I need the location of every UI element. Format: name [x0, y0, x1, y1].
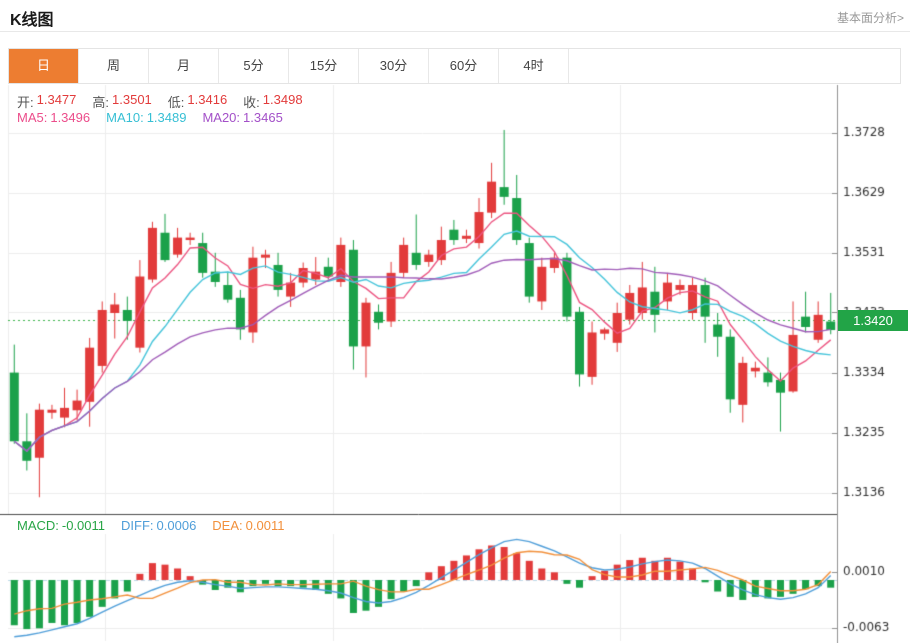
close-value: 1.3498: [262, 92, 303, 107]
diff-label: DIFF:: [121, 518, 154, 533]
macd-readout: MACD: -0.0011 DIFF: 0.0006 DEA: 0.0011: [17, 518, 284, 533]
tab-4时[interactable]: 4时: [499, 49, 569, 83]
ma10-readout: MA10: 1.3489: [106, 110, 186, 125]
dea-value-readout: DEA: 0.0011: [212, 518, 284, 533]
ma5-value: 1.3496: [50, 110, 91, 125]
tab-日[interactable]: 日: [9, 49, 79, 83]
open-label: 开:: [17, 95, 34, 110]
fundamental-analysis-link[interactable]: 基本面分析>: [836, 11, 904, 25]
high-value: 1.3501: [112, 92, 152, 107]
open-value: 1.3477: [36, 92, 77, 107]
ma10-label: MA10:: [106, 110, 144, 125]
tab-周[interactable]: 周: [79, 49, 149, 83]
tab-15分[interactable]: 15分: [289, 49, 359, 83]
page-title: K线图: [10, 12, 54, 29]
timeframe-tabbar: 日周月 5分 15分 30分 60分 4时: [8, 48, 901, 84]
diff-value: 0.0006: [156, 518, 197, 533]
diff-value-readout: DIFF: 0.0006: [121, 518, 196, 533]
ma20-readout: MA20: 1.3465: [202, 110, 282, 125]
dea-label: DEA:: [212, 518, 243, 533]
low-value: 1.3416: [187, 92, 228, 107]
close-label: 收:: [243, 95, 260, 110]
ma20-label: MA20:: [202, 110, 241, 125]
tab-月[interactable]: 月: [149, 49, 219, 83]
tab-60分[interactable]: 60分: [429, 49, 499, 83]
current-price-badge: 1.3420: [838, 310, 908, 331]
low-label: 低:: [167, 95, 185, 110]
ma5-readout: MA5: 1.3496: [17, 110, 90, 125]
ma-readout: MA5: 1.3496 MA10: 1.3489 MA20: 1.3465: [17, 110, 283, 125]
macd-value: -0.0011: [61, 518, 106, 533]
macd-label: MACD:: [17, 518, 59, 533]
high-label: 高:: [92, 95, 110, 110]
ma20-value: 1.3465: [243, 110, 283, 125]
tabbar-filler: [569, 49, 900, 83]
dea-value: 0.0011: [245, 518, 285, 533]
ma10-value: 1.3489: [146, 110, 187, 125]
tab-30分[interactable]: 30分: [359, 49, 429, 83]
ohlc-readout: 开: 1.3477 高: 1.3501 低: 1.3416 收: 1.3498: [17, 92, 303, 111]
ma5-label: MA5:: [17, 110, 48, 125]
page-header: K线图 基本面分析>: [0, 0, 910, 32]
tab-5分[interactable]: 5分: [219, 49, 289, 83]
macd-value-readout: MACD: -0.0011: [17, 518, 105, 533]
